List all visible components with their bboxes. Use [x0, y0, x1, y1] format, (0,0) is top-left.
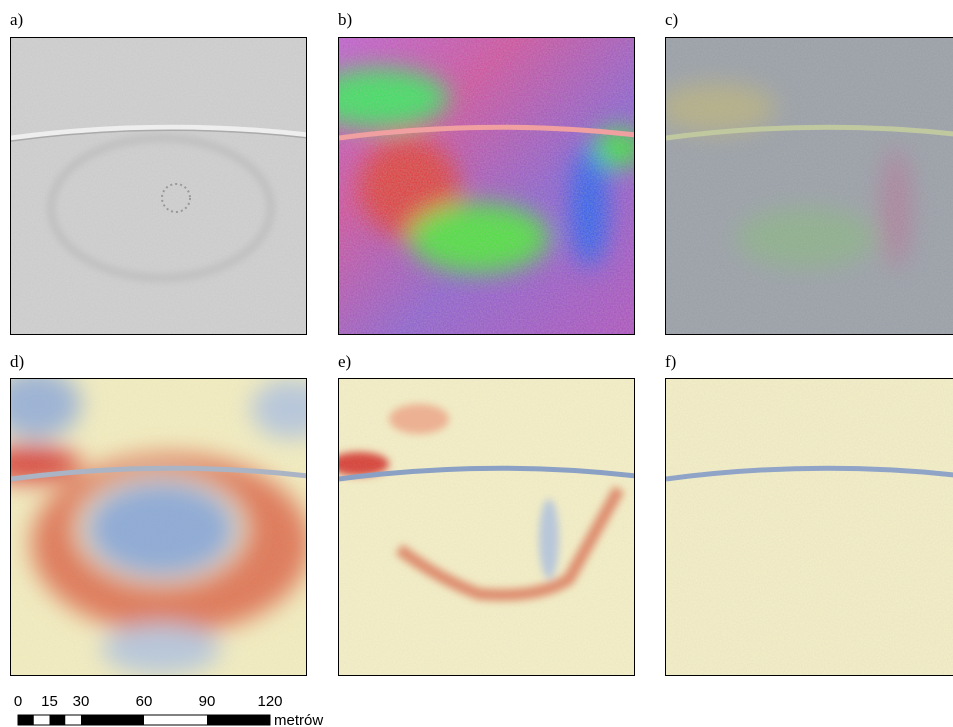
- scale-segment: [81, 715, 144, 725]
- scale-tick-label: 60: [136, 693, 153, 710]
- scale-segment: [50, 715, 66, 725]
- figure: a) b) c) d) e) f) 015306090120metrów (()…: [0, 0, 953, 727]
- scale-tick-label: 90: [199, 693, 216, 710]
- panel-label: b): [338, 10, 352, 30]
- panel-label: a): [10, 10, 23, 30]
- image-lrm-medium: [338, 378, 635, 676]
- image-hillshade: [10, 37, 307, 335]
- scale-segment: [18, 715, 34, 725]
- image-rgb-blend: [665, 37, 953, 335]
- scale-bar: 0 15 30 60 90 120 metrów: [0, 690, 330, 727]
- panel-label: e): [338, 352, 351, 372]
- image-rgb: [338, 37, 635, 335]
- image-lrm-large: [10, 378, 307, 676]
- scale-tick-label: 0: [14, 693, 22, 710]
- panel-label: d): [10, 352, 24, 372]
- scale-tick-label: 15: [41, 693, 58, 710]
- scale-tick-label: 120: [257, 693, 282, 710]
- scale-tick-label: 30: [73, 693, 90, 710]
- panel-label: c): [665, 10, 678, 30]
- panel-label: f): [665, 352, 676, 372]
- scale-segment: [207, 715, 270, 725]
- scale-unit: metrów: [274, 712, 323, 727]
- image-lrm-small: [665, 378, 953, 676]
